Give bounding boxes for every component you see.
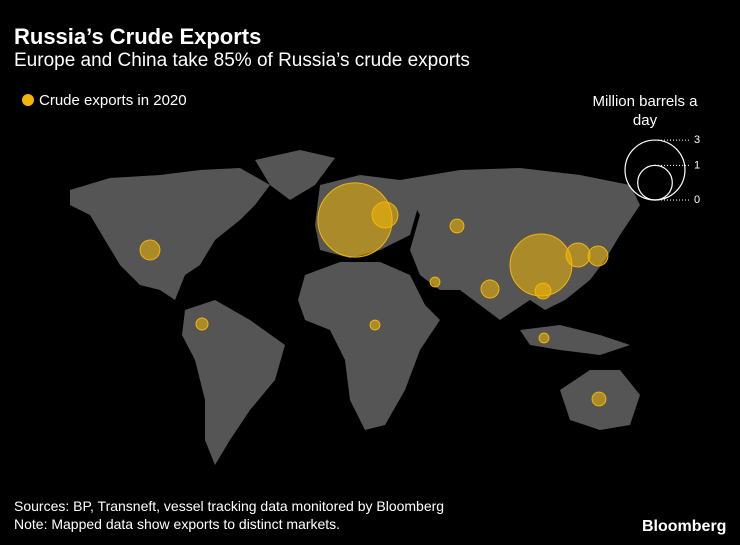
- note: Note: Mapped data show exports to distin…: [14, 516, 341, 532]
- bubble: [371, 201, 399, 229]
- sources: Sources: BP, Transneft, vessel tracking …: [14, 498, 445, 514]
- bubble: [195, 317, 209, 331]
- size-legend-label: 0: [694, 194, 700, 206]
- bubble: [565, 242, 591, 268]
- bubble: [587, 245, 609, 267]
- bubble: [139, 239, 161, 261]
- title: Russia’s Crude Exports: [14, 24, 262, 49]
- bubble: [480, 279, 500, 299]
- legend-label: Crude exports in 2020: [39, 92, 187, 109]
- size-legend-label: 1: [694, 159, 700, 171]
- legend-swatch: [22, 94, 34, 106]
- bubble: [449, 218, 465, 234]
- size-legend-circle: [637, 164, 673, 201]
- legend: Crude exports in 2020: [22, 92, 187, 109]
- size-legend-title: Million barrels a day: [592, 93, 698, 129]
- bubble: [369, 319, 381, 331]
- bubble: [429, 276, 441, 288]
- land: [70, 150, 640, 465]
- subtitle: Europe and China take 85% of Russia’s cr…: [14, 50, 470, 71]
- size-legend-label: 3: [694, 134, 700, 146]
- bubble: [591, 391, 607, 407]
- bubble: [538, 332, 550, 344]
- size-legend-circle: [624, 139, 686, 201]
- bubble: [534, 282, 552, 300]
- logo: Bloomberg: [642, 518, 727, 535]
